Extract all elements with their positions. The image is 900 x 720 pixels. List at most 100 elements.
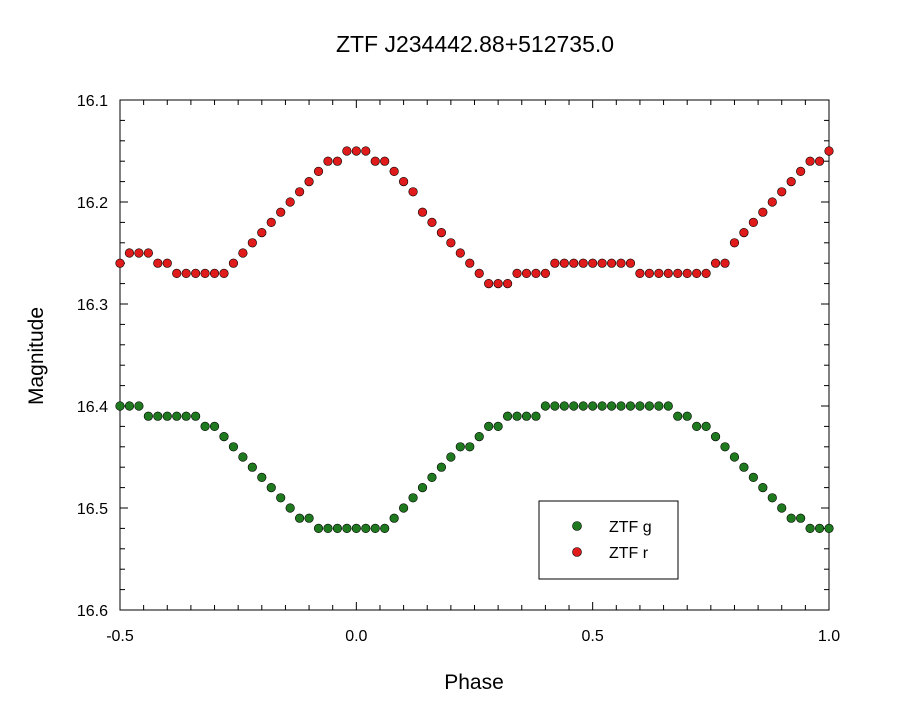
ztf-r-point [502,279,513,289]
legend-label-ztf-g: ZTF g [609,519,652,536]
ztf-g-point [550,401,560,411]
ztf-r-point [408,187,418,197]
ztf-r-point [521,268,532,279]
ztf-g-point [512,411,522,421]
y-tick-label: 16.3 [77,297,108,314]
legend-marker-ztf-g [572,521,582,531]
ztf-g-point [257,472,267,483]
ztf-r-point [493,279,503,289]
ztf-g-point [266,483,276,493]
ztf-g-point [162,411,172,421]
ztf-r-point [200,268,210,279]
ztf-r-point [710,258,721,268]
x-tick-label: -0.5 [106,628,134,645]
ztf-g-point [200,421,210,432]
ztf-g-point [295,513,305,523]
ztf-r-point [285,197,295,207]
ztf-r-point [588,258,598,268]
ztf-g-point [399,503,409,513]
ztf-g-point [569,401,579,411]
ztf-g-point [644,401,654,411]
ztf-g-point [408,493,418,503]
ztf-r-point [351,146,361,156]
ztf-g-point [521,411,532,421]
ztf-g-point [209,421,220,432]
ztf-g-point [710,432,721,442]
ztf-g-point [332,523,343,534]
ztf-g-point [701,421,711,432]
ztf-r-point [228,258,239,268]
ztf-r-point [512,268,522,279]
ztf-g-point [578,401,588,411]
ztf-g-point [342,523,352,534]
ztf-g-point [682,411,692,421]
ztf-g-point [285,503,295,513]
ztf-g-point [796,513,806,523]
ztf-r-point [796,166,806,176]
axis-ticks: -0.5 0.0 0.5 1.0 16.1 16.2 16.3 16.4 16.5 16.6 [77,93,840,645]
ztf-r-point [654,268,664,279]
ztf-r-point [777,187,787,197]
ztf-r-point [484,279,494,289]
ztf-g-point [389,513,399,523]
ztf-r-point [162,258,172,268]
ztf-g-point [729,452,740,462]
ztf-r-point [380,156,390,166]
ztf-r-point [295,187,305,197]
ztf-r-point [238,248,248,258]
ztf-r-point [673,268,683,279]
ztf-g-point [228,442,239,452]
x-tick-label: 1.0 [818,628,840,645]
ztf-r-point [805,156,815,166]
ztf-g-point [493,421,503,432]
ztf-g-point [606,401,617,411]
ztf-g-point [115,401,125,411]
x-tick-label: 0.0 [345,628,367,645]
ztf-g-point [767,493,777,503]
ztf-g-point [748,472,758,483]
ztf-g-point [474,432,484,442]
ztf-r-point [115,258,125,268]
ztf-r-point [720,258,730,268]
ztf-r-point [569,258,579,268]
y-tick-label: 16.6 [77,603,108,620]
ztf-g-point [663,401,673,411]
ztf-g-point [238,452,248,462]
ztf-r-point [606,258,617,268]
ztf-g-point [153,411,163,421]
ztf-g-point [134,401,144,411]
ztf-g-point [172,411,182,421]
ztf-r-point [739,228,749,238]
ztf-g-point [739,462,749,472]
ztf-r-point [124,248,135,258]
ztf-r-point [427,217,437,227]
ztf-g-point [625,401,636,411]
ztf-g-point [673,411,683,421]
ztf-g-point [304,513,314,523]
ztf-r-point [143,248,153,258]
ztf-g-point [758,483,768,493]
ztf-g-point [484,421,494,432]
ztf-r-point [465,258,475,268]
ztf-g-point [805,523,815,534]
data-points [115,146,834,534]
ztf-r-point [257,228,267,238]
x-tick-label: 0.5 [582,628,604,645]
ztf-r-point [748,217,758,227]
ztf-g-point [777,503,787,513]
ztf-g-point [181,411,191,421]
ztf-r-point [153,258,163,268]
legend: ZTF g ZTF r [538,500,679,580]
ztf-g-point [446,452,456,462]
ztf-r-point [767,197,777,207]
ztf-g-point [380,523,390,534]
ztf-g-point [540,401,551,411]
ztf-g-point [502,411,513,421]
ztf-r-point [332,156,343,166]
ztf-r-point [455,248,465,258]
ztf-r-point [474,268,484,279]
ztf-g-point [588,401,598,411]
ztf-r-point [266,217,276,227]
ztf-r-point [304,177,314,187]
ztf-r-point [578,258,588,268]
